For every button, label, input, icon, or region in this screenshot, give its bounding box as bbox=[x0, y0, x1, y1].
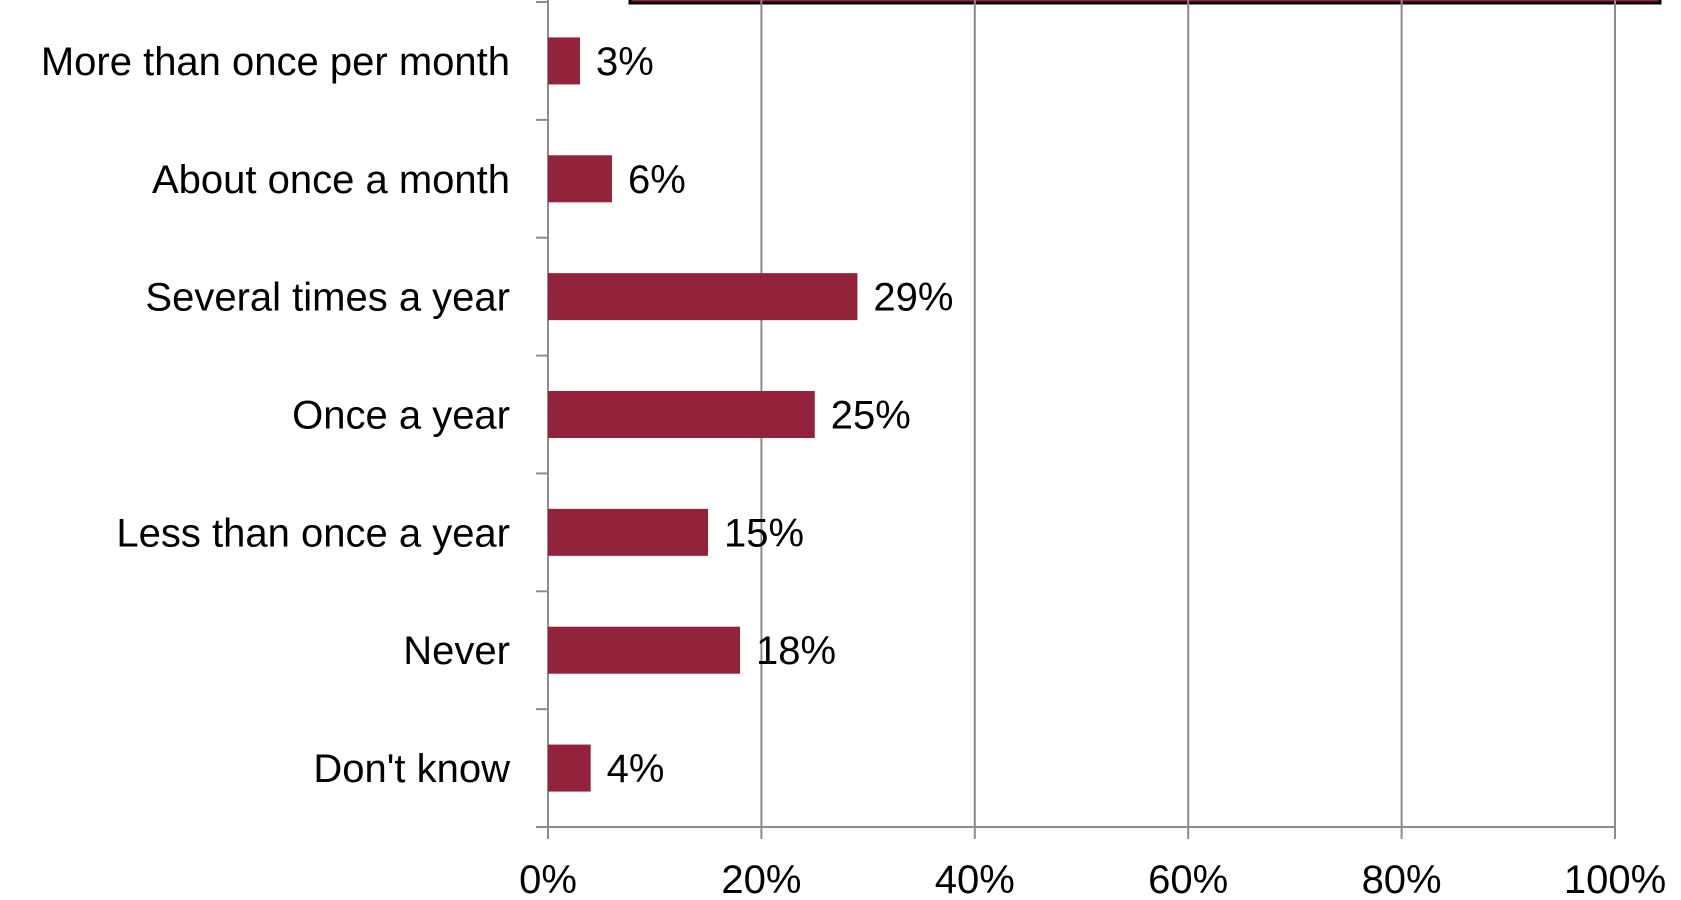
data-label: 6% bbox=[628, 158, 686, 202]
bar bbox=[548, 744, 591, 792]
data-labels: 3% 6% 29% 25% 15% 18% 4% bbox=[596, 40, 953, 791]
category-label: Several times a year bbox=[145, 276, 510, 320]
category-label: Don't know bbox=[313, 747, 510, 791]
x-tick-label: 40% bbox=[935, 858, 1015, 900]
data-label: 25% bbox=[831, 394, 911, 438]
legend-box bbox=[628, 0, 1662, 5]
bar bbox=[548, 626, 741, 674]
category-label: Once a year bbox=[292, 394, 510, 438]
category-labels: More than once per month About once a mon… bbox=[41, 40, 510, 791]
x-tick-label: 100% bbox=[1564, 858, 1666, 900]
data-label: 3% bbox=[596, 40, 654, 84]
bar bbox=[548, 273, 858, 321]
category-label: Never bbox=[403, 629, 510, 673]
gridlines bbox=[760, 0, 1616, 827]
bar bbox=[548, 391, 815, 438]
data-label: 18% bbox=[756, 629, 836, 673]
category-label: More than once per month bbox=[41, 40, 510, 84]
category-label: Less than once a year bbox=[116, 511, 510, 555]
bar bbox=[548, 37, 581, 85]
bar bbox=[548, 155, 613, 203]
x-tick-label: 60% bbox=[1148, 858, 1228, 900]
category-label: About once a month bbox=[152, 158, 510, 202]
bar bbox=[548, 508, 709, 556]
bars bbox=[548, 37, 858, 792]
x-tick-label: 0% bbox=[519, 858, 577, 900]
x-tick-label: 20% bbox=[721, 858, 801, 900]
x-tick-labels: 0% 20% 40% 60% 80% 100% bbox=[519, 858, 1666, 900]
data-label: 29% bbox=[873, 276, 953, 320]
x-tick-label: 80% bbox=[1362, 858, 1442, 900]
data-label: 15% bbox=[724, 511, 804, 555]
data-label: 4% bbox=[607, 747, 665, 791]
